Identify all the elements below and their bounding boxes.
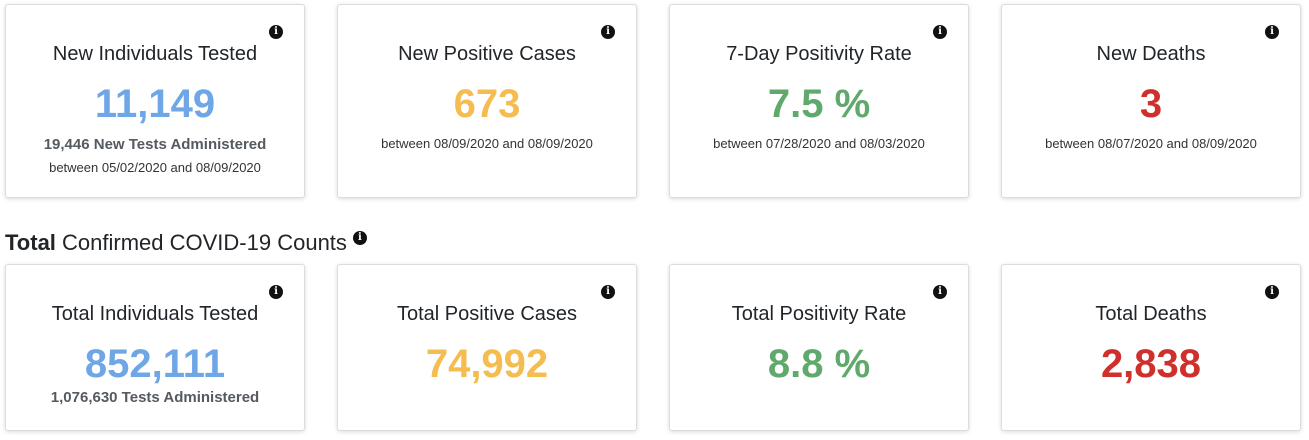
card-value: 2,838 xyxy=(1100,342,1202,386)
card-subtitle: 1,076,630 Tests Administered xyxy=(50,389,260,406)
section-heading-text: Confirmed COVID-19 Counts xyxy=(55,230,347,255)
total-individuals-tested-card: i Total Individuals Tested 852,111 1,076… xyxy=(5,264,305,431)
total-deaths-card: i Total Deaths 2,838 xyxy=(1001,264,1301,431)
card-title: Total Positive Cases xyxy=(396,303,578,325)
total-stats-row: i Total Individuals Tested 852,111 1,076… xyxy=(5,264,1304,431)
info-icon[interactable]: i xyxy=(933,25,947,39)
card-value: 852,111 xyxy=(84,342,226,386)
info-icon[interactable]: i xyxy=(601,25,615,39)
card-value: 74,992 xyxy=(425,342,549,386)
info-icon[interactable]: i xyxy=(1265,25,1279,39)
info-icon[interactable]: i xyxy=(269,285,283,299)
card-title: Total Deaths xyxy=(1095,303,1207,325)
date-range: between 08/07/2020 and 08/09/2020 xyxy=(1045,136,1257,151)
card-value: 11,149 xyxy=(94,82,216,126)
section-heading-bold: Total xyxy=(5,230,56,255)
info-icon[interactable]: i xyxy=(933,285,947,299)
date-range: between 08/09/2020 and 08/09/2020 xyxy=(381,136,593,151)
info-icon[interactable]: i xyxy=(601,285,615,299)
card-title: New Individuals Tested xyxy=(52,43,258,65)
info-icon[interactable]: i xyxy=(269,25,283,39)
card-title: New Deaths xyxy=(1096,43,1206,65)
info-icon[interactable]: i xyxy=(1265,285,1279,299)
card-value: 673 xyxy=(453,82,521,126)
total-positivity-rate-card: i Total Positivity Rate 8.8 % xyxy=(669,264,969,431)
section-heading: Total Confirmed COVID-19 Counts i xyxy=(5,230,367,256)
card-value: 8.8 % xyxy=(767,342,871,386)
new-individuals-tested-card: i New Individuals Tested 11,149 19,446 N… xyxy=(5,4,305,198)
card-title: Total Individuals Tested xyxy=(51,303,259,325)
seven-day-positivity-rate-card: i 7-Day Positivity Rate 7.5 % between 07… xyxy=(669,4,969,198)
info-icon[interactable]: i xyxy=(352,231,367,246)
date-range: between 05/02/2020 and 08/09/2020 xyxy=(49,160,261,175)
daily-stats-row: i New Individuals Tested 11,149 19,446 N… xyxy=(5,4,1304,198)
card-title: Total Positivity Rate xyxy=(731,303,907,325)
date-range: between 07/28/2020 and 08/03/2020 xyxy=(713,136,925,151)
total-positive-cases-card: i Total Positive Cases 74,992 xyxy=(337,264,637,431)
new-deaths-card: i New Deaths 3 between 08/07/2020 and 08… xyxy=(1001,4,1301,198)
card-title: 7-Day Positivity Rate xyxy=(726,43,912,65)
new-positive-cases-card: i New Positive Cases 673 between 08/09/2… xyxy=(337,4,637,198)
card-subtitle: 19,446 New Tests Administered xyxy=(43,136,267,153)
card-title: New Positive Cases xyxy=(398,43,576,65)
card-value: 7.5 % xyxy=(767,82,871,126)
card-value: 3 xyxy=(1139,82,1163,126)
